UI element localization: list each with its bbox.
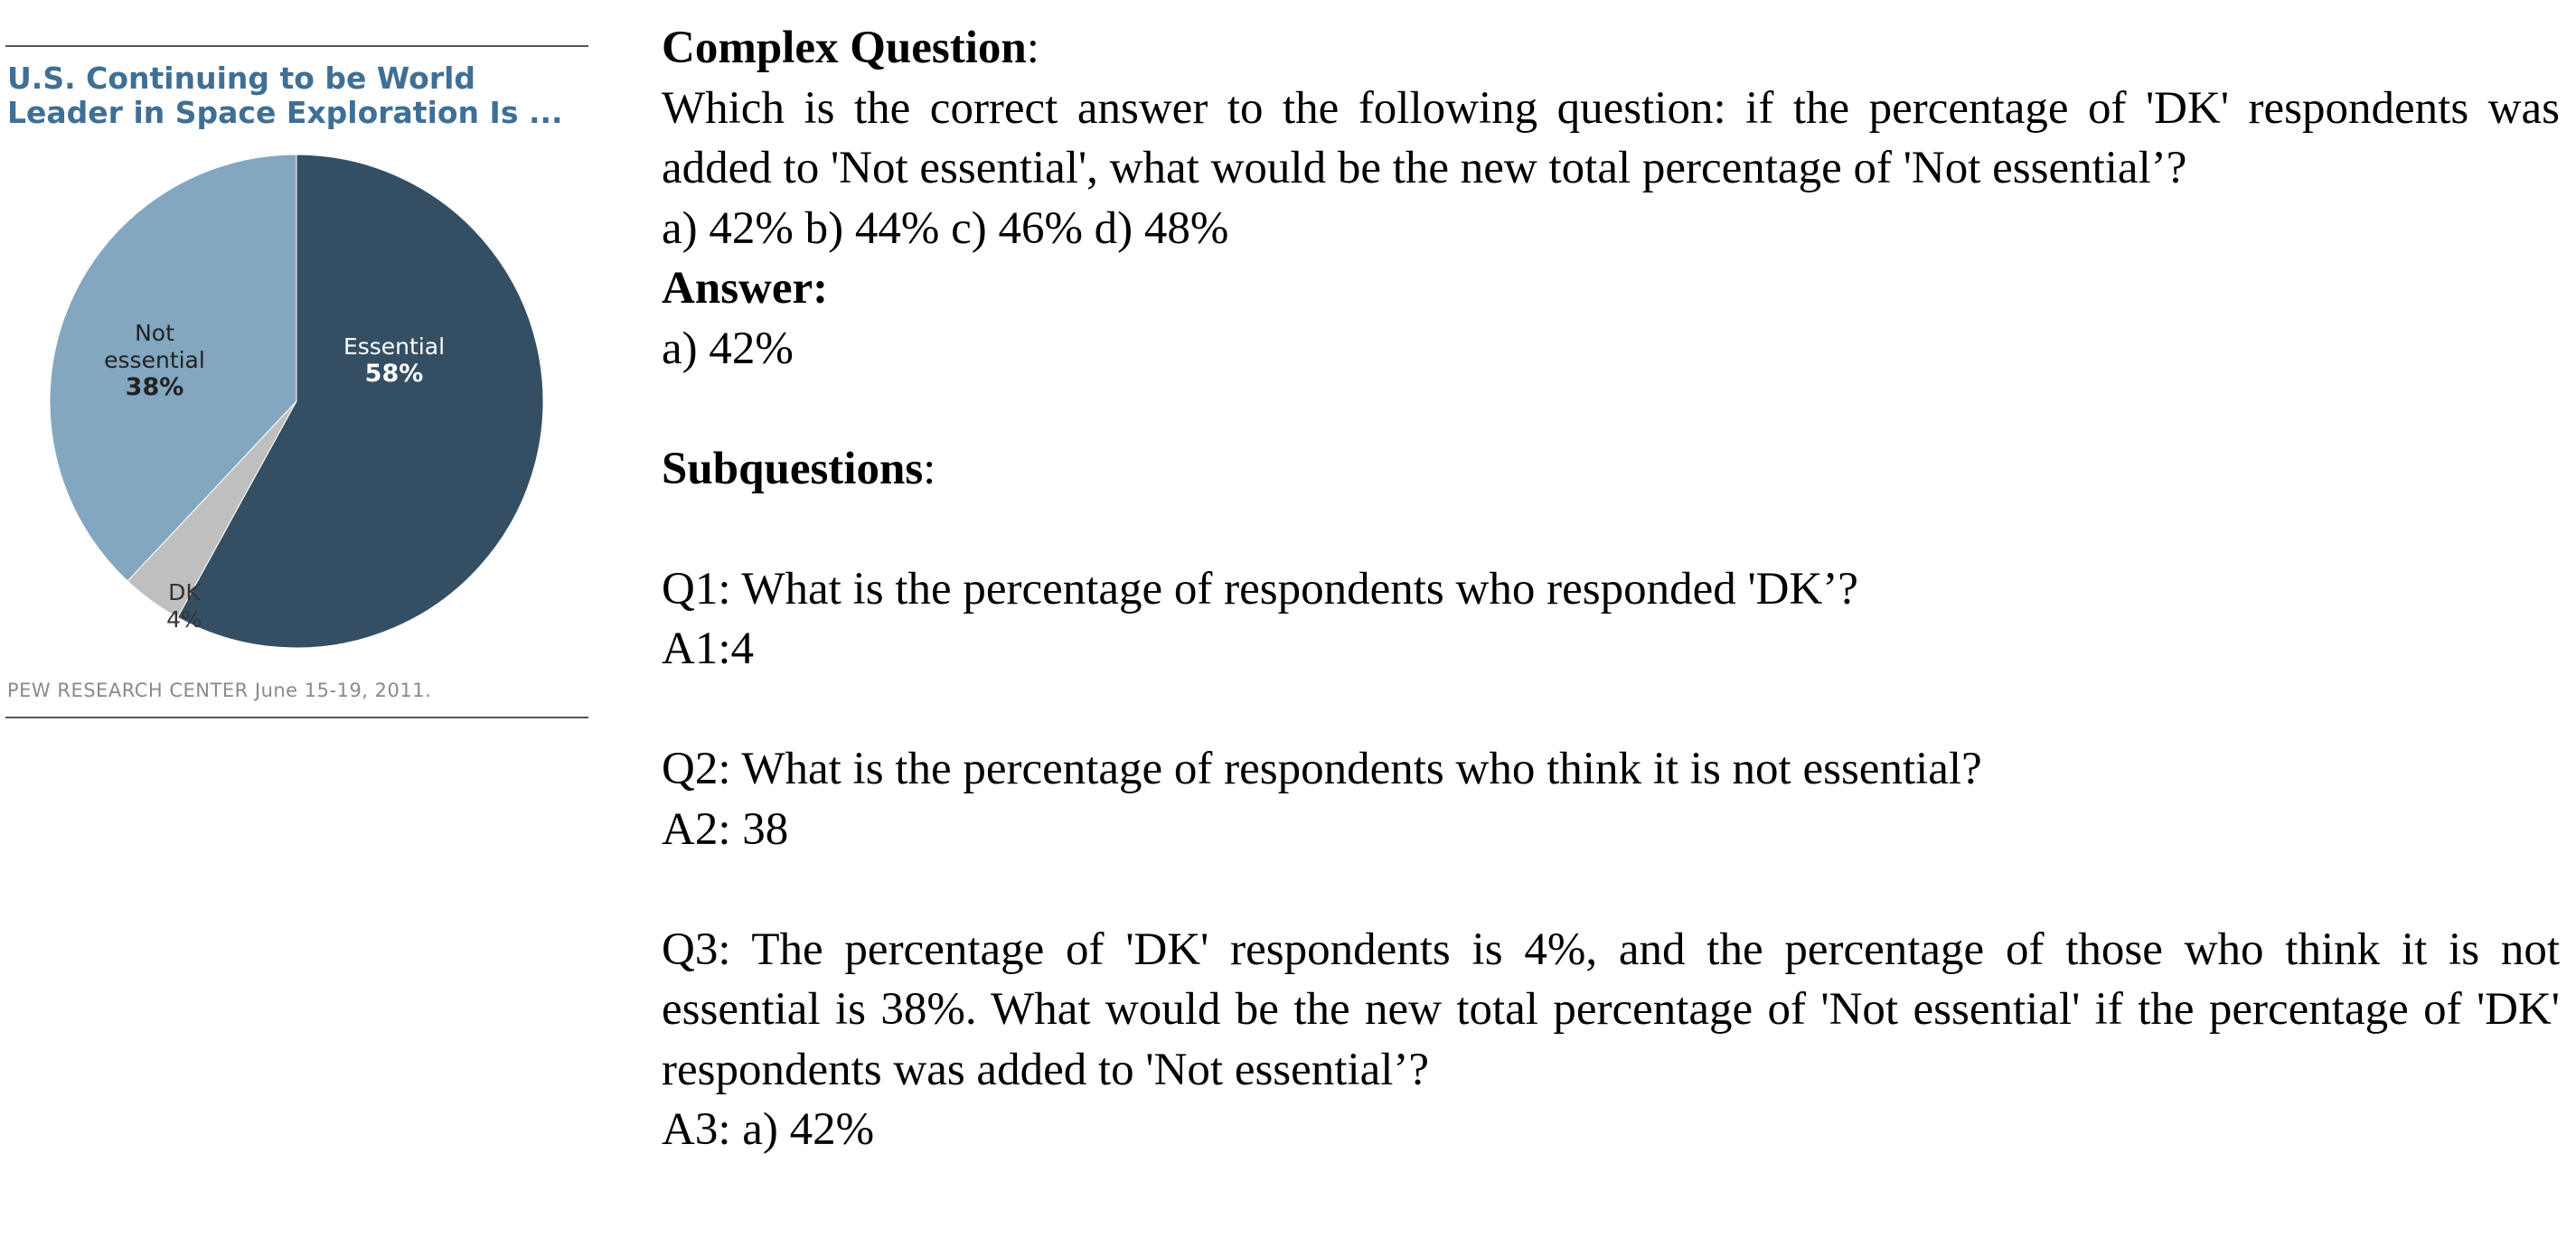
subquestion-q3: Q3: The percentage of 'DK' respondents i… <box>662 924 2560 1095</box>
slice-label: Essential <box>343 333 445 360</box>
subquestion-a1: A1:4 <box>662 624 754 674</box>
subquestion-a2: A2: 38 <box>662 803 789 855</box>
spacer <box>662 379 2560 439</box>
subquestions-heading-label: Subquestions <box>662 443 924 494</box>
subquestions-heading-colon: : <box>923 443 936 494</box>
slice-label: Not <box>135 320 174 346</box>
spacer <box>662 859 2560 920</box>
slice-value: 38% <box>126 373 184 401</box>
spacer <box>662 680 2560 740</box>
complex-heading-label: Complex Question <box>662 23 1027 73</box>
chart-source: PEW RESEARCH CENTER June 15-19, 2011. <box>7 680 432 701</box>
complex-question: Which is the correct answer to the follo… <box>662 82 2560 194</box>
subquestions-heading: Subquestions: <box>662 439 2560 500</box>
chart-title-line-2: Leader in Space Exploration Is ... <box>7 95 563 130</box>
complex-options: a) 42% b) 44% c) 46% d) 48% <box>662 202 1229 254</box>
chart-title-line-1: U.S. Continuing to be World <box>7 61 476 96</box>
answer-heading: Answer: <box>662 263 829 314</box>
slice-label: essential <box>104 347 205 373</box>
pie-slice-essential <box>176 154 544 649</box>
subquestion-q1: Q1: What is the percentage of respondent… <box>662 563 1858 614</box>
slice-value: 58% <box>365 360 424 388</box>
complex-heading: Complex Question: <box>662 18 2560 79</box>
spacer <box>662 499 2560 559</box>
slice-label: DK <box>168 579 201 605</box>
pie-slice-not-essential <box>49 154 297 582</box>
complex-answer: a) 42% <box>662 323 794 374</box>
chart-title: U.S. Continuing to be World Leader in Sp… <box>7 61 586 130</box>
subquestion-q2: Q2: What is the percentage of respondent… <box>662 744 1982 794</box>
complex-heading-colon: : <box>1026 23 1039 73</box>
slice-value: 4% <box>166 606 202 633</box>
chart-panel: U.S. Continuing to be World Leader in Sp… <box>5 45 588 718</box>
subquestion-a3: A3: a) 42% <box>662 1104 875 1155</box>
qa-text: Complex Question: Which is the correct a… <box>662 18 2560 1160</box>
